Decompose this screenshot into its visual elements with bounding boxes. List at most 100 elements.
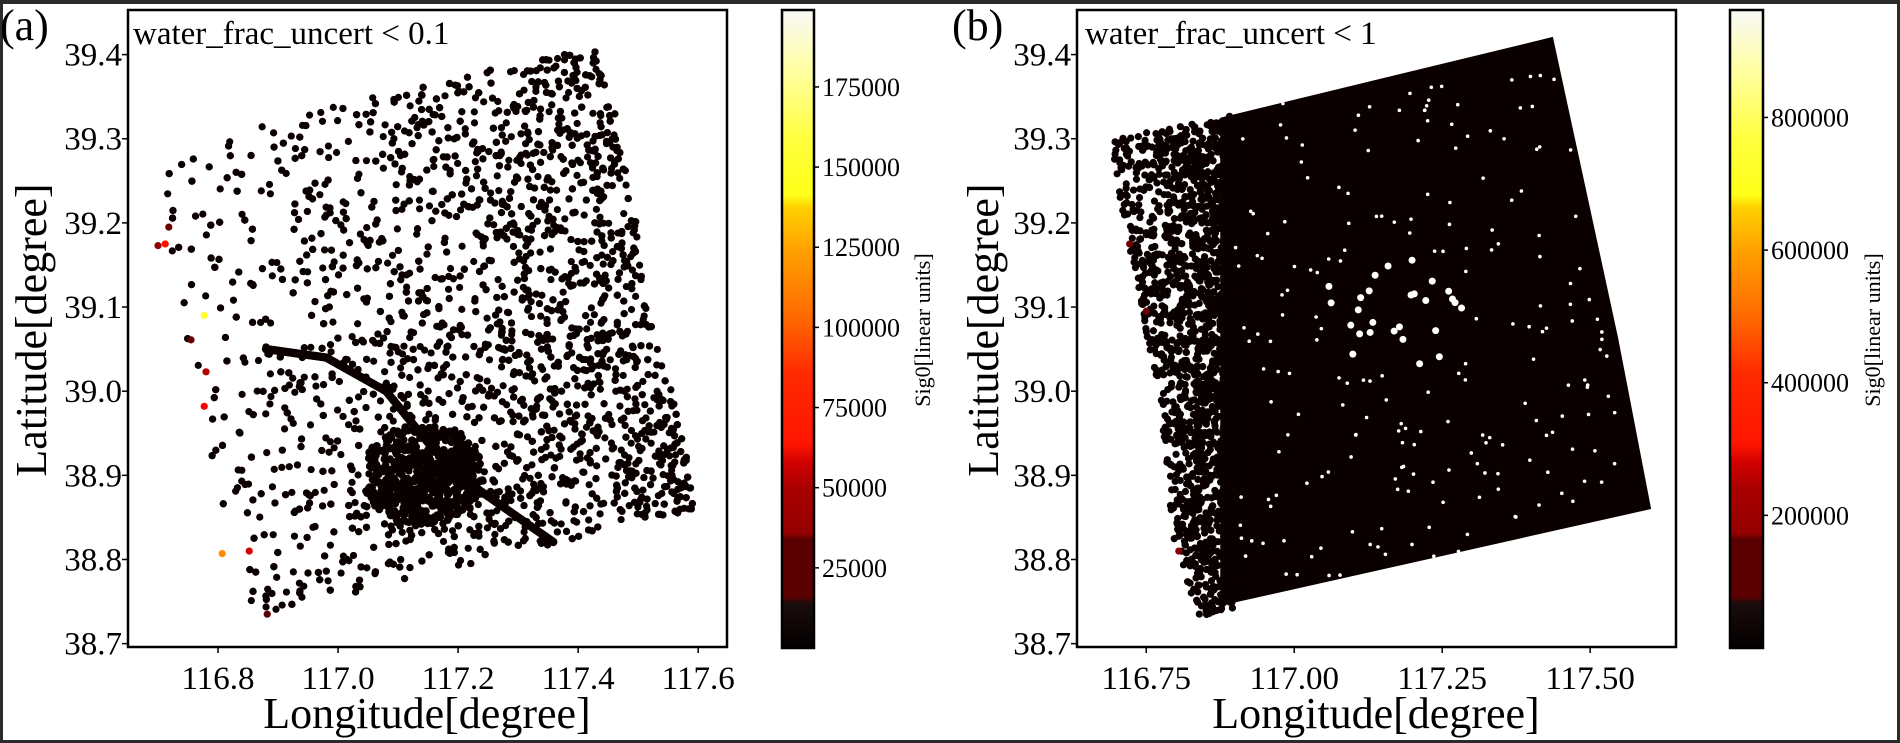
scatter-point [607, 416, 614, 423]
scatter-point [519, 296, 526, 303]
scatter-point [667, 386, 674, 393]
scatter-point [534, 395, 541, 402]
scatter-point [596, 76, 603, 83]
scatter-point [442, 484, 450, 492]
scatter-point [527, 162, 534, 169]
scatter-point [169, 207, 176, 214]
scatter-point [556, 433, 563, 440]
scatter-point [593, 495, 600, 502]
scatter-point [363, 524, 370, 531]
scatter-point [661, 501, 668, 508]
scatter-point [481, 262, 488, 269]
scatter-point [608, 234, 615, 241]
scatter-point [434, 513, 442, 521]
scatter-point [571, 375, 578, 382]
scatter-point [279, 276, 286, 283]
scatter-point [188, 246, 195, 253]
scatter-point [615, 351, 622, 358]
scatter-point [486, 356, 493, 363]
scatter-point [363, 224, 370, 231]
scatter-point [616, 403, 623, 410]
scatter-point [590, 54, 597, 61]
scatter-point [601, 242, 608, 249]
scatter-point [577, 54, 584, 61]
scatter-point [507, 345, 514, 352]
scatter-point [496, 162, 503, 169]
scatter-point [419, 319, 426, 326]
scatter-point [271, 387, 278, 394]
scatter-point [470, 343, 477, 350]
scatter-point [417, 343, 424, 350]
scatter-point [529, 413, 536, 420]
scatter-point [534, 339, 541, 346]
scatter-point [599, 165, 606, 172]
y-tick-label: 38.8 [64, 542, 122, 578]
scatter-point [399, 165, 406, 172]
scatter-point [579, 431, 586, 438]
scatter-point [451, 464, 459, 472]
scatter-point [457, 118, 464, 125]
scatter-point [593, 445, 600, 452]
scatter-point [557, 108, 564, 115]
scatter-point [598, 319, 605, 326]
scatter-point [418, 558, 425, 565]
scatter-point [353, 262, 360, 269]
scatter-point [422, 507, 430, 515]
scatter-point [587, 319, 594, 326]
scatter-point [353, 111, 360, 118]
scatter-point [391, 268, 398, 275]
scatter-point [304, 504, 311, 511]
scatter-point [640, 320, 647, 327]
scatter-point [267, 370, 274, 377]
y-tick-label: 39.4 [64, 38, 122, 74]
scatter-point [318, 345, 325, 352]
scatter-point [327, 542, 334, 549]
scatter-point [444, 124, 451, 131]
scatter-point [438, 370, 445, 377]
scatter-point [587, 457, 594, 464]
scatter-point [548, 101, 555, 108]
scatter-point [616, 269, 623, 276]
scatter-point [486, 214, 493, 221]
scatter-point [469, 140, 476, 147]
scatter-point [350, 552, 357, 559]
scatter-point [463, 413, 470, 420]
colorbar-label-a: Sig0[linear units] [910, 253, 935, 406]
scatter-point [324, 577, 331, 584]
scatter-point [380, 133, 387, 140]
scatter-point [389, 252, 396, 259]
scatter-point [517, 487, 524, 494]
colorbar-tick-label: 150000 [822, 153, 900, 182]
scatter-point [589, 527, 596, 534]
scatter-point [502, 138, 509, 145]
scatter-point [190, 155, 197, 162]
scatter-point [467, 560, 474, 567]
scatter-point [579, 469, 586, 476]
scatter-point [472, 308, 479, 315]
scatter-point [491, 199, 498, 206]
scatter-point [227, 152, 234, 159]
scatter-point [462, 353, 469, 360]
scatter-point [292, 145, 299, 152]
scatter-point [465, 487, 473, 495]
scatter-point [397, 364, 404, 371]
scatter-point [292, 155, 299, 162]
scatter-point [472, 158, 479, 165]
scatter-point [530, 449, 537, 456]
scatter-point [632, 432, 639, 439]
scatter-point [274, 157, 281, 164]
scatter-point [620, 297, 627, 304]
scatter-point [501, 293, 508, 300]
scatter-point [515, 413, 522, 420]
scatter-point [464, 74, 471, 81]
scatter-point [584, 336, 591, 343]
scatter-point [470, 513, 477, 520]
scatter-point [668, 402, 675, 409]
scatter-point [574, 120, 581, 127]
scatter-point [385, 488, 393, 496]
scatter-point [510, 243, 517, 250]
scatter-point [596, 510, 603, 517]
scatter-point [597, 123, 604, 130]
scatter-point [530, 511, 537, 518]
scatter-point [319, 264, 326, 271]
